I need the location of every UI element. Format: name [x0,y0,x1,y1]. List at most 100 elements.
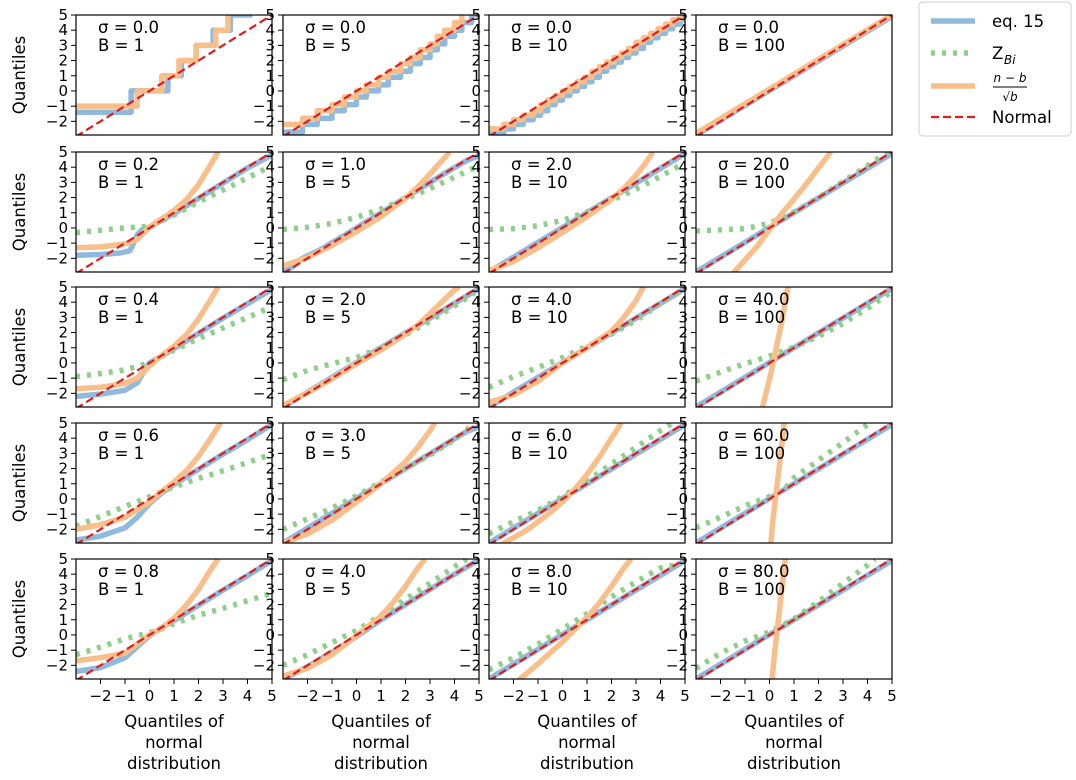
series-line-normal [283,152,479,272]
series-line-normal [489,152,685,272]
y-tick-label: −2 [46,520,68,538]
sigma-label: σ = 2.0 [305,290,366,309]
x-axis-title-line: Quantiles of [744,712,845,731]
y-tick-label: −1 [666,505,688,523]
panel-series [76,152,272,272]
y-tick-label: −2 [46,656,68,674]
y-tick-label: 5 [678,414,688,432]
y-tick-label: −2 [46,249,68,267]
x-tick-label: −1 [734,687,756,705]
series-line-zbi [76,163,272,236]
y-tick-label: 5 [265,278,275,296]
series-line-zbi [283,163,479,233]
y-tick-label: −2 [459,656,481,674]
x-tick-label: −2 [296,687,318,705]
x-axis-title-line: normal [558,733,616,752]
y-tick-label: −2 [666,112,688,130]
y-tick-label: 2 [265,460,275,478]
y-tick-label: 2 [678,324,688,342]
panel-series [76,287,272,407]
x-tick-label: 2 [607,687,617,705]
y-tick-label: −1 [46,505,68,523]
panel-frame [75,422,273,544]
x-tick-label: 3 [218,687,228,705]
x-tick-label: 4 [450,687,460,705]
y-tick-label: 4 [58,565,68,583]
x-tick-label: 0 [558,687,568,705]
series-line-normal [696,287,892,407]
panel-series [283,423,479,543]
y-tick-label: 5 [471,278,481,296]
y-tick-label: −1 [46,641,68,659]
series-line-normal [76,287,272,407]
series-line-normal [489,423,685,543]
x-tick-label: 0 [352,687,362,705]
series-line-zbi [283,425,471,532]
y-tick-label: 1 [471,204,481,222]
y-tick-label: 1 [471,475,481,493]
legend-label-denominator: √b [1002,90,1018,104]
y-tick-label: −1 [666,234,688,252]
b-label: B = 100 [718,173,785,192]
y-tick-label: 2 [265,596,275,614]
panel-frame [75,14,273,136]
y-tick-label: −2 [459,249,481,267]
panel-frame [695,422,893,544]
b-label: B = 100 [718,308,785,327]
y-tick-label: 5 [58,143,68,161]
y-tick-label: 3 [58,580,68,598]
y-tick-label: 2 [678,52,688,70]
y-tick-label: 5 [265,6,275,24]
b-label: B = 100 [718,580,785,599]
y-tick-label: 4 [265,565,275,583]
y-tick-label: −1 [253,505,275,523]
b-label: B = 1 [98,308,144,327]
sigma-label: σ = 4.0 [305,562,366,581]
series-line-normal [76,559,272,679]
y-tick-label: 4 [265,293,275,311]
y-tick-label: 0 [58,82,68,100]
sigma-label: σ = 3.0 [305,426,366,445]
series-line-zbi [696,289,892,384]
y-tick-label: −2 [253,384,275,402]
y-tick-label: 3 [58,444,68,462]
series-line-nb [489,152,656,272]
y-tick-label: −1 [46,369,68,387]
y-tick-label: 2 [265,52,275,70]
panel-frame [488,422,686,544]
y-tick-label: −2 [253,249,275,267]
x-tick-label: 2 [194,687,204,705]
b-label: B = 100 [718,444,785,463]
panel-frame [282,286,480,408]
panel-series [696,423,892,543]
panel-frame [695,286,893,408]
y-tick-label: 1 [58,611,68,629]
y-tick-label: 5 [265,414,275,432]
y-tick-label: −2 [253,656,275,674]
series-line-normal [696,152,892,272]
y-tick-label: 5 [471,6,481,24]
legend-label-subscript: Bi [1004,53,1016,67]
y-tick-label: 4 [471,565,481,583]
y-tick-label: −1 [459,97,481,115]
y-tick-label: 0 [678,490,688,508]
panel-series [489,15,685,135]
x-tick-label: 5 [267,687,277,705]
x-tick-label: 4 [243,687,253,705]
x-tick-label: 1 [582,687,592,705]
sigma-label: σ = 2.0 [511,155,572,174]
y-tick-label: 0 [58,626,68,644]
series-line-normal [76,152,272,272]
x-axis-title-line: distribution [334,754,428,773]
y-tick-label: 0 [265,626,275,644]
sigma-label: σ = 0.6 [98,426,159,445]
y-tick-label: 5 [471,414,481,432]
series-line-normal [283,423,479,543]
y-tick-label: 5 [678,143,688,161]
sigma-label: σ = 6.0 [511,426,572,445]
